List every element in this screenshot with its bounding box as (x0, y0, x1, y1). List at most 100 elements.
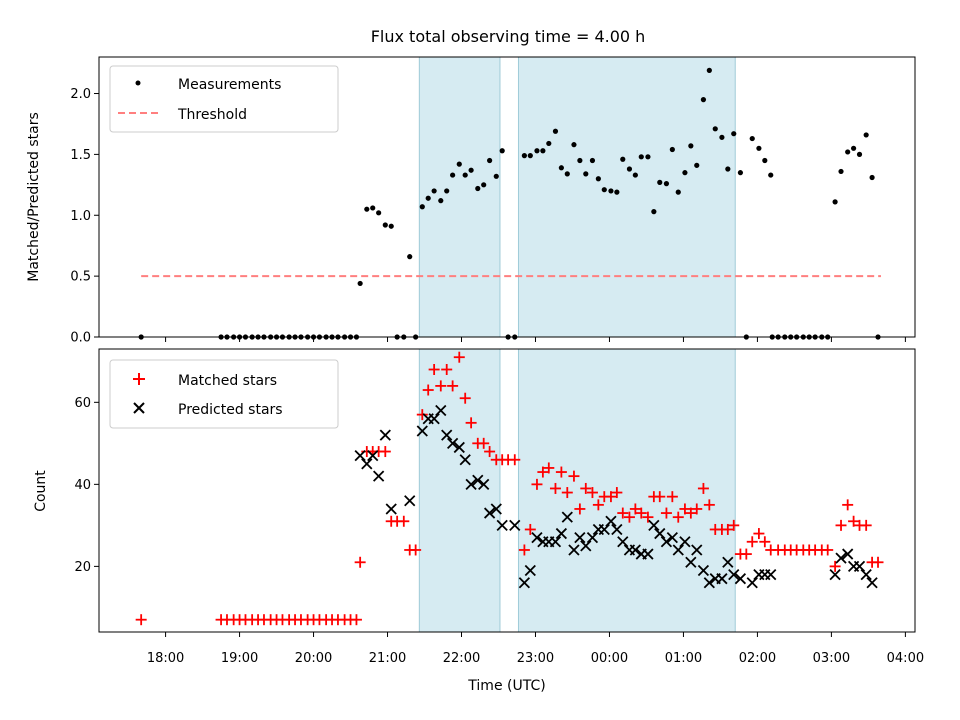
bottom-y-axis-label: Count (33, 470, 49, 512)
matched-star-point (509, 454, 521, 466)
predicted-star-point (531, 532, 543, 544)
measurement-point (438, 198, 444, 204)
measurement-point (675, 189, 681, 195)
predicted-star-point (483, 507, 496, 519)
x-tick-label: 23:00 (517, 651, 554, 666)
measurement-point (499, 148, 505, 154)
matched-star-point (531, 478, 543, 490)
matched-star-point (428, 364, 440, 376)
measurement-point (663, 181, 670, 187)
legend-predicted-label: Predicted stars (178, 402, 283, 418)
predicted-star-point (746, 577, 758, 589)
measurement-point (688, 143, 694, 149)
chart-title: Flux total observing time = 4.00 h (371, 27, 646, 46)
matched-star-point (666, 491, 678, 503)
matched-star-point (435, 380, 447, 392)
measurement-point (521, 153, 527, 159)
measurement-point (376, 210, 382, 216)
measurement-point (832, 199, 838, 205)
measurement-point (706, 67, 712, 73)
matched-star-point (635, 507, 647, 519)
x-tick-label: 19:00 (221, 651, 258, 666)
measurement-point (620, 156, 626, 162)
predicted-star-point (453, 441, 465, 454)
matched-star-point (759, 536, 771, 548)
predicted-star-point (679, 536, 691, 548)
matched-star-point (835, 519, 847, 531)
matched-star-point (350, 614, 362, 626)
predicted-star-point (367, 450, 379, 462)
matched-star-point (447, 380, 459, 392)
measurement-point (845, 149, 851, 155)
matched-star-point (822, 544, 834, 556)
measurement-point (456, 161, 462, 167)
measurement-point (475, 185, 481, 192)
measurement-point (425, 195, 431, 201)
matched-star-point (459, 392, 471, 404)
measurement-point (407, 254, 413, 260)
bottom-axes-frame (98, 348, 916, 633)
predicted-star-point (697, 564, 710, 577)
matched-star-point (398, 515, 410, 527)
matched-star-point (829, 560, 841, 572)
matched-star-point (379, 446, 391, 458)
predicted-star-point (722, 556, 734, 568)
measurement-point (558, 165, 564, 171)
matched-star-point (722, 523, 734, 535)
predicted-star-point (835, 552, 847, 564)
predicted-star-point (672, 544, 684, 556)
predicted-star-point (617, 536, 629, 548)
predicted-star-point (441, 429, 453, 441)
matched-star-point (484, 446, 496, 458)
matched-star-point (740, 548, 752, 560)
y-tick-label: 0.5 (70, 270, 91, 285)
predicted-star-point (373, 470, 385, 482)
measurement-point (712, 126, 718, 132)
matched-star-point (441, 364, 453, 376)
matched-star-point (860, 519, 872, 531)
y-tick-label: 1.0 (70, 209, 91, 224)
x-tick-label: 20:00 (295, 651, 332, 666)
measurement-point (850, 145, 857, 151)
matched-star-point (586, 487, 598, 499)
matched-star-point (135, 614, 147, 626)
predicted-star-point (716, 573, 728, 585)
measurement-point (838, 168, 844, 175)
matched-star-point (574, 503, 586, 515)
predicted-star-point (728, 568, 740, 581)
legend-threshold-label: Threshold (177, 107, 247, 123)
top-legend-box (109, 65, 339, 133)
measurement-point (651, 209, 657, 215)
matched-star-point (703, 499, 715, 511)
measurement-point (694, 162, 700, 168)
legend-measurements-marker (135, 80, 141, 86)
matched-star-point (478, 437, 490, 449)
measurement-point (669, 146, 675, 153)
matched-star-point (537, 466, 549, 478)
measurement-point (595, 176, 601, 182)
matched-star-point (580, 482, 592, 494)
measurement-point (719, 134, 725, 140)
bottom-shaded-regions (418, 348, 736, 633)
predicted-star-point (465, 478, 477, 490)
predicted-star-point (829, 568, 841, 581)
measurement-point (863, 132, 869, 138)
x-tick-label: 21:00 (369, 651, 406, 666)
top-shaded-regions (418, 56, 736, 338)
predicted-star-point (518, 577, 531, 589)
predicted-star-point (459, 454, 471, 466)
matched-star-point (746, 536, 758, 548)
matched-star-point (685, 507, 697, 519)
predicted-star-point (549, 536, 562, 548)
bottom-legend: Matched stars Predicted stars (109, 359, 339, 429)
measurement-point (601, 187, 607, 193)
predicted-star-point (385, 503, 397, 515)
predicted-star-point (703, 577, 715, 589)
shaded-region (418, 348, 501, 633)
y-tick-label: 40 (74, 478, 91, 493)
matched-star-point (848, 515, 860, 527)
measurement-point (589, 157, 596, 164)
predicted-star-point (654, 527, 666, 540)
matched-star-point (422, 384, 434, 396)
